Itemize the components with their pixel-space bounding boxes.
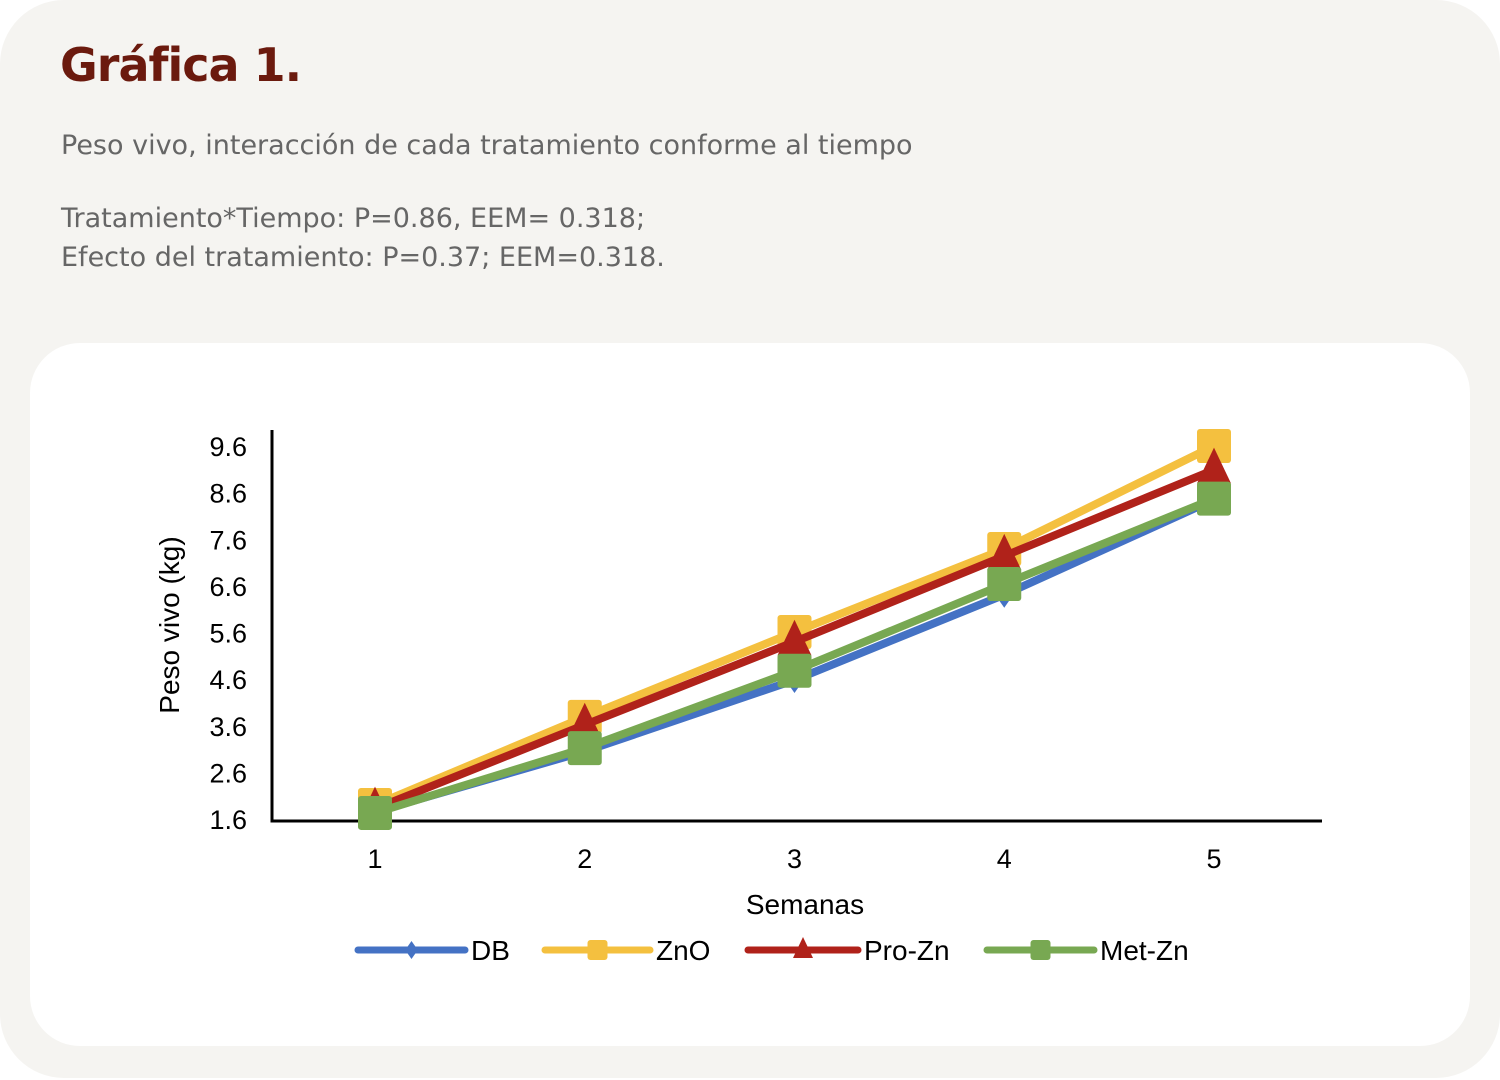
legend-label-pro-zn: Pro-Zn [864, 935, 950, 966]
data-point-pro-zn [1197, 447, 1231, 484]
data-point-pro-zn [987, 533, 1022, 570]
x-tick-label: 4 [997, 844, 1012, 874]
legend-label-db: DB [471, 935, 510, 966]
y-tick-label: 3.6 [209, 712, 247, 742]
x-axis-title: Semanas [746, 889, 864, 920]
figure-subtitle: Peso vivo, interacción de cada tratamien… [61, 130, 913, 161]
y-tick-label: 5.6 [209, 619, 247, 649]
legend-label-met-zn: Met-Zn [1100, 935, 1189, 966]
x-tick-label: 5 [1206, 844, 1221, 874]
legend-marker-db [405, 941, 418, 959]
y-axis-title: Peso vivo (kg) [154, 536, 185, 713]
x-tick-label: 1 [367, 844, 382, 874]
data-point-met-zn [1197, 481, 1231, 516]
x-tick-label: 2 [577, 844, 592, 874]
y-tick-label: 7.6 [209, 525, 247, 555]
legend-marker-pro-zn [793, 937, 813, 958]
x-tick-label: 3 [787, 844, 802, 874]
data-point-met-zn [358, 795, 392, 830]
data-point-met-zn [567, 731, 602, 766]
data-point-met-zn [987, 567, 1022, 602]
y-tick-label: 6.6 [209, 572, 247, 602]
y-tick-label: 1.6 [209, 805, 247, 835]
y-tick-label: 8.6 [209, 479, 247, 509]
legend-marker-zno [587, 940, 608, 960]
data-point-pro-zn [567, 702, 602, 739]
data-point-zno [1197, 429, 1231, 463]
y-tick-label: 2.6 [209, 758, 247, 788]
stats-line-1: Tratamiento*Tiempo: P=0.86, EEM= 0.318; [61, 203, 646, 234]
y-tick-label: 9.6 [209, 432, 247, 462]
data-point-pro-zn [777, 619, 812, 656]
legend-label-zno: ZnO [656, 935, 710, 966]
data-point-met-zn [777, 653, 812, 688]
figure-title: Gráfica 1. [60, 38, 302, 92]
y-tick-label: 4.6 [209, 665, 247, 695]
stats-line-2: Efecto del tratamiento: P=0.37; EEM=0.31… [61, 242, 665, 273]
legend-marker-met-zn [1030, 940, 1051, 960]
